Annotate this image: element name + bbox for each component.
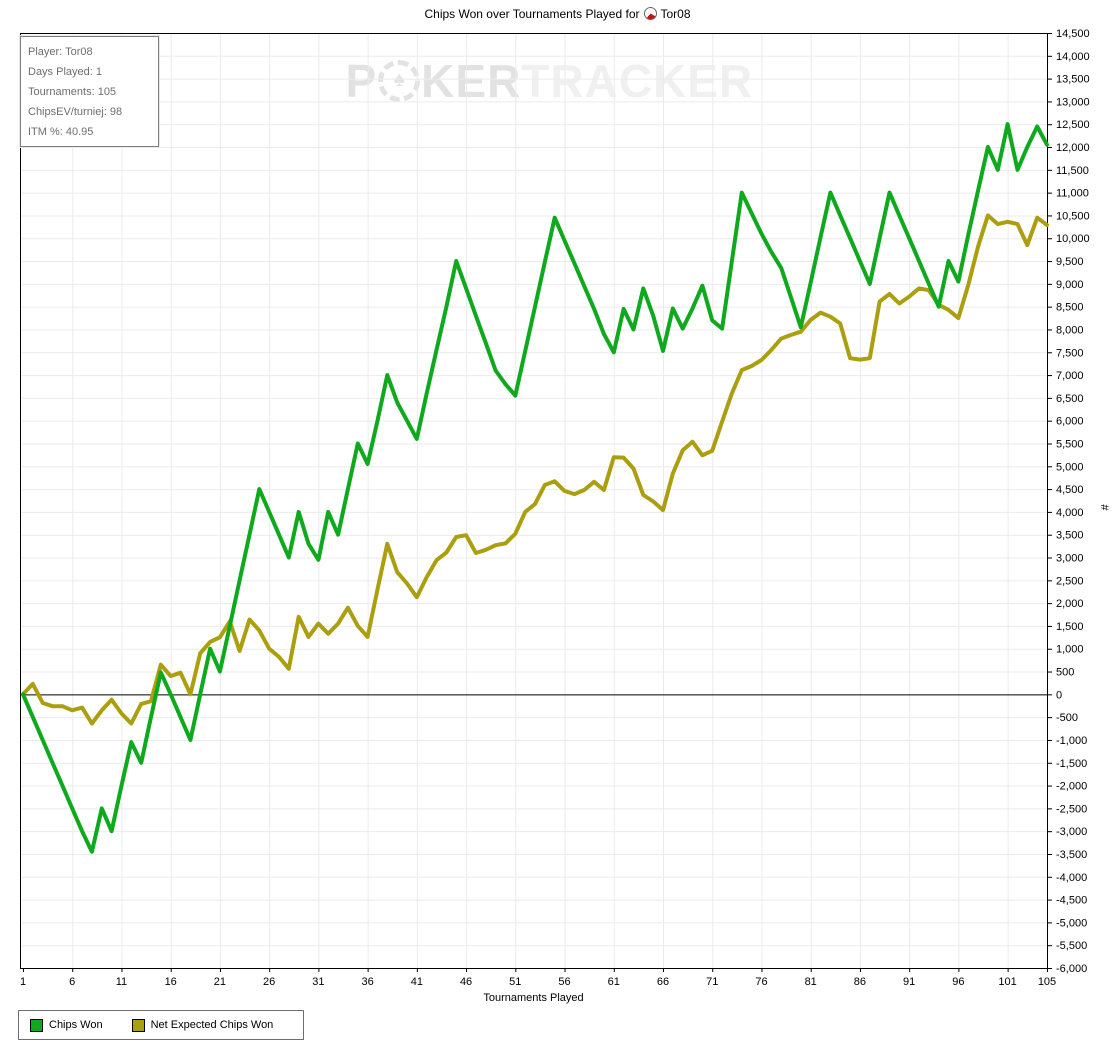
gridlines — [20, 33, 1047, 968]
watermark-tracker: TRACKER — [521, 55, 754, 107]
y-tick-label: 10,500 — [1056, 210, 1090, 222]
y-tick-label: 6,500 — [1056, 393, 1084, 405]
y-tick-label: 9,000 — [1056, 279, 1084, 291]
y-tick-label: 8,000 — [1056, 324, 1084, 336]
stats-info-box: Player: Tor08 Days Played: 1 Tournaments… — [19, 35, 160, 148]
plot-frame — [20, 33, 1048, 969]
x-tick-label: 16 — [165, 976, 177, 988]
y-tick-label: -500 — [1056, 712, 1078, 724]
x-tick-label: 61 — [608, 976, 620, 988]
stat-tournaments: Tournaments: 105 — [28, 86, 117, 98]
y-tick-label: -1,500 — [1056, 758, 1087, 770]
stat-player: Player: Tor08 — [28, 46, 93, 58]
y-tick-label: -4,000 — [1056, 872, 1087, 884]
y-tick-label: -4,500 — [1056, 895, 1087, 907]
legend-label-net-expected: Net Expected Chips Won — [150, 1019, 274, 1031]
chart-title: Chips Won over Tournaments Played for Tor… — [0, 7, 1115, 21]
x-tick-label: 105 — [1038, 976, 1056, 988]
y-tick-label: 9,500 — [1056, 256, 1084, 268]
pokertracker-watermark: P ♠ KERTRACKER — [345, 54, 753, 108]
y-tick-label: 7,500 — [1056, 347, 1084, 359]
y-tick-label: -5,000 — [1056, 917, 1087, 929]
y-axis-title: # — [1098, 504, 1110, 511]
y-tick-label: 7,000 — [1056, 370, 1084, 382]
series-net-expected-chips-won — [21, 213, 1049, 726]
y-tick-label: 8,500 — [1056, 302, 1084, 314]
x-tick-label: 6 — [69, 976, 75, 988]
legend-item-net-expected: Net Expected Chips Won — [131, 1018, 274, 1032]
pokertracker-site-icon — [644, 7, 658, 20]
y-tick-label: 12,000 — [1056, 142, 1090, 154]
y-tick-label: -3,500 — [1056, 849, 1087, 861]
stat-days-played: Days Played: 1 — [28, 66, 102, 78]
y-tick-label: -6,000 — [1056, 963, 1087, 975]
series-chips-won — [21, 122, 1049, 854]
y-tick-label: 0 — [1056, 689, 1062, 701]
x-tick-label: 91 — [903, 976, 915, 988]
y-tick-label: 11,000 — [1056, 188, 1089, 200]
y-tick-label: 12,500 — [1056, 119, 1090, 131]
y-tick-label: 6,000 — [1056, 416, 1084, 428]
watermark-p: P — [345, 55, 378, 107]
x-tick-label: 66 — [657, 976, 669, 988]
x-tick-label: 11 — [116, 976, 127, 988]
x-tick-label: 76 — [755, 976, 767, 988]
x-tick-label: 1 — [20, 976, 26, 988]
y-tick-label: 4,500 — [1056, 484, 1084, 496]
y-tick-label: 10,000 — [1056, 233, 1090, 245]
x-tick-label: 101 — [998, 976, 1016, 988]
chart-title-text: Chips Won over Tournaments Played for — [424, 7, 640, 21]
x-axis: 1 6 11 16 21 26 31 36 41 46 51 56 61 66 71 76 81 86 91 96 10… — [20, 968, 1056, 988]
y-tick-label: 13,000 — [1056, 96, 1090, 108]
y-tick-label: 1,000 — [1056, 644, 1084, 656]
y-tick-label: 4,000 — [1056, 507, 1084, 519]
x-tick-label: 46 — [460, 976, 472, 988]
y-tick-label: -1,000 — [1056, 735, 1087, 747]
y-tick-label: 13,500 — [1056, 74, 1090, 86]
legend-label-chips-won: Chips Won — [49, 1019, 103, 1031]
y-tick-label: -3,000 — [1056, 826, 1087, 838]
legend-item-chips-won: Chips Won — [30, 1018, 103, 1032]
chips-won-swatch — [30, 1018, 43, 1032]
y-tick-label: 14,500 — [1056, 28, 1090, 40]
x-tick-label: 71 — [706, 976, 718, 988]
y-tick-label: 5,000 — [1056, 461, 1084, 473]
x-tick-label: 56 — [558, 976, 570, 988]
y-tick-label: 2,000 — [1056, 598, 1084, 610]
y-tick-label: 1,500 — [1056, 621, 1084, 633]
x-tick-label: 86 — [854, 976, 866, 988]
y-tick-label: 2,500 — [1056, 575, 1084, 587]
chart-title-player: Tor08 — [660, 7, 691, 21]
x-tick-label: 21 — [214, 976, 226, 988]
watermark-ker: KER — [421, 55, 522, 107]
y-axis: -6,000 -5,500 -5,000 -4,500 -4,000 -3,500 -3,0… — [1047, 28, 1090, 975]
legend: Chips Won Net Expected Chips Won — [18, 1010, 304, 1040]
stat-itm: ITM %: 40.95 — [28, 126, 94, 138]
net-expected-swatch — [131, 1018, 145, 1032]
x-tick-label: 26 — [263, 976, 275, 988]
y-tick-label: 5,500 — [1056, 438, 1084, 450]
y-tick-label: -5,500 — [1056, 940, 1087, 952]
x-axis-title: Tournaments Played — [483, 992, 583, 1004]
y-tick-label: 3,000 — [1056, 553, 1084, 565]
y-tick-label: 11,500 — [1056, 165, 1089, 177]
y-tick-label: 500 — [1056, 667, 1074, 679]
x-tick-label: 41 — [411, 976, 423, 988]
x-tick-label: 31 — [312, 976, 324, 988]
x-tick-label: 96 — [952, 976, 964, 988]
stat-chipsev: ChipsEV/turniej: 98 — [28, 106, 123, 118]
x-tick-label: 51 — [509, 976, 521, 988]
y-tick-label: -2,500 — [1056, 803, 1087, 815]
y-tick-label: 14,000 — [1056, 51, 1090, 63]
x-tick-label: 36 — [361, 976, 373, 988]
x-tick-label: 81 — [805, 976, 817, 988]
y-tick-label: 3,500 — [1056, 530, 1084, 542]
y-tick-label: -2,000 — [1056, 781, 1087, 793]
